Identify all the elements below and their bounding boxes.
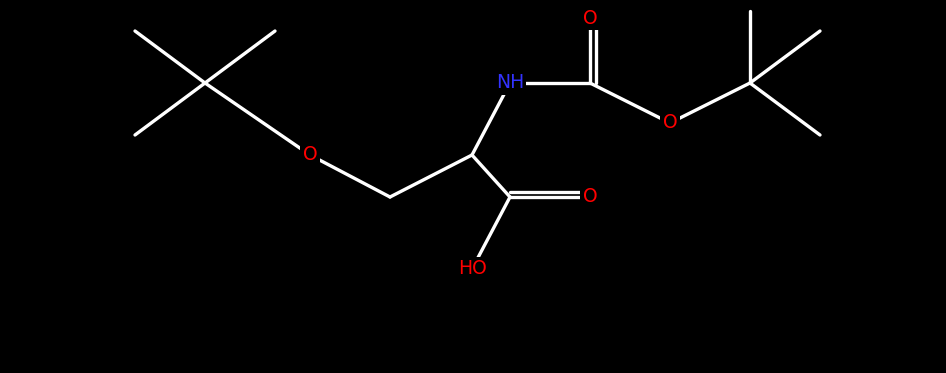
Text: O: O — [663, 113, 677, 132]
Text: NH: NH — [496, 73, 524, 93]
Text: O: O — [583, 188, 597, 207]
Text: HO: HO — [458, 260, 486, 279]
Text: O: O — [583, 9, 597, 28]
Text: O: O — [303, 145, 317, 164]
